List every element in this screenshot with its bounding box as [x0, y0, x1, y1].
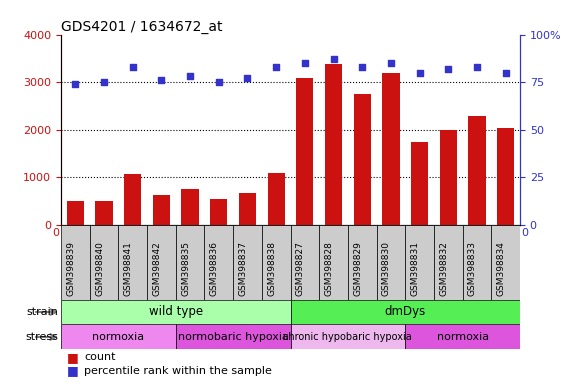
Bar	[233, 225, 262, 300]
Text: GSM398832: GSM398832	[439, 241, 449, 296]
Bar	[348, 225, 376, 300]
Text: GSM398842: GSM398842	[152, 241, 162, 296]
Bar	[497, 128, 514, 225]
Text: GSM398840: GSM398840	[95, 241, 104, 296]
Point	[214, 79, 224, 85]
Text: GSM398835: GSM398835	[181, 241, 190, 296]
Bar	[153, 195, 170, 225]
Bar	[61, 324, 175, 349]
Point	[128, 64, 137, 70]
Text: stress: stress	[25, 332, 58, 342]
Bar	[406, 324, 520, 349]
Point	[357, 64, 367, 70]
Point	[501, 70, 510, 76]
Bar	[175, 225, 205, 300]
Text: dmDys: dmDys	[385, 306, 426, 318]
Point	[444, 66, 453, 72]
Text: GSM398829: GSM398829	[353, 241, 362, 296]
Text: GSM398827: GSM398827	[296, 241, 305, 296]
Point	[243, 75, 252, 81]
Text: normoxia: normoxia	[92, 332, 145, 342]
Text: GSM398836: GSM398836	[210, 241, 219, 296]
Point	[71, 81, 80, 87]
Text: normoxia: normoxia	[436, 332, 489, 342]
Text: GDS4201 / 1634672_at: GDS4201 / 1634672_at	[61, 20, 223, 33]
Text: GSM398830: GSM398830	[382, 241, 391, 296]
Bar	[290, 225, 319, 300]
Text: 0: 0	[521, 228, 529, 238]
Bar	[89, 225, 119, 300]
Point	[329, 56, 338, 62]
Text: wild type: wild type	[149, 306, 203, 318]
Point	[386, 60, 396, 66]
Bar	[319, 225, 348, 300]
Bar	[239, 193, 256, 225]
Point	[472, 64, 482, 70]
Text: GSM398828: GSM398828	[325, 241, 333, 296]
Bar	[290, 300, 520, 324]
Bar	[354, 94, 371, 225]
Text: GSM398841: GSM398841	[124, 241, 132, 296]
Point	[300, 60, 310, 66]
Point	[271, 64, 281, 70]
Bar	[67, 201, 84, 225]
Bar	[290, 324, 406, 349]
Bar	[119, 225, 147, 300]
Point	[415, 70, 424, 76]
Text: percentile rank within the sample: percentile rank within the sample	[84, 366, 272, 376]
Text: 0: 0	[52, 228, 60, 238]
Text: GSM398831: GSM398831	[411, 241, 419, 296]
Bar	[382, 73, 400, 225]
Text: GSM398834: GSM398834	[497, 241, 505, 296]
Text: ■: ■	[67, 351, 78, 364]
Bar	[95, 201, 113, 225]
Bar	[61, 300, 290, 324]
Text: normobaric hypoxia: normobaric hypoxia	[178, 332, 289, 342]
Bar	[434, 225, 462, 300]
Point	[185, 73, 195, 79]
Bar	[175, 324, 290, 349]
Text: GSM398833: GSM398833	[468, 241, 477, 296]
Text: strain: strain	[26, 307, 58, 317]
Bar	[325, 63, 342, 225]
Bar	[296, 78, 314, 225]
Bar	[205, 225, 233, 300]
Text: GSM398838: GSM398838	[267, 241, 276, 296]
Text: GSM398837: GSM398837	[238, 241, 248, 296]
Bar	[267, 173, 285, 225]
Point	[99, 79, 109, 85]
Text: GSM398839: GSM398839	[66, 241, 76, 296]
Bar	[440, 130, 457, 225]
Bar	[492, 225, 520, 300]
Text: ■: ■	[67, 364, 78, 377]
Bar	[462, 225, 492, 300]
Point	[157, 77, 166, 83]
Bar	[61, 225, 89, 300]
Bar	[181, 189, 199, 225]
Bar	[147, 225, 175, 300]
Bar	[468, 116, 486, 225]
Bar	[210, 199, 227, 225]
Bar	[411, 142, 428, 225]
Bar	[124, 174, 141, 225]
Text: count: count	[84, 352, 116, 362]
Bar	[406, 225, 434, 300]
Bar	[376, 225, 406, 300]
Bar	[262, 225, 290, 300]
Text: chronic hypobaric hypoxia: chronic hypobaric hypoxia	[284, 332, 413, 342]
